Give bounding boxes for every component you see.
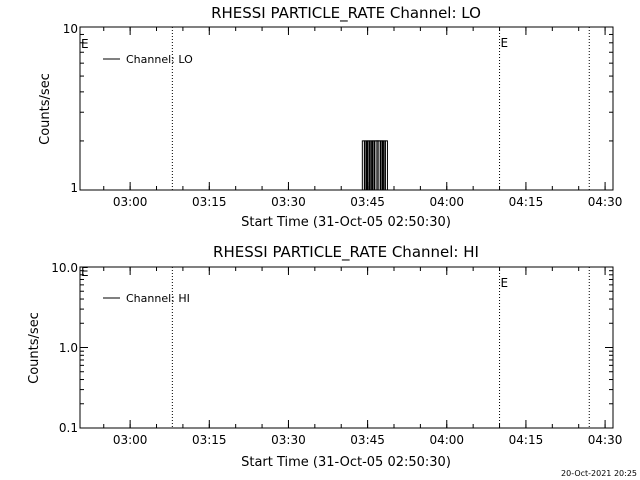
panel-lo-ytick-max: 10 (63, 22, 78, 36)
panel-lo-marks: 03:00 03:15 03:30 03:45 04:00 04:15 04:30 E (80, 26, 623, 209)
hi-xtick-label: 04:00 (429, 433, 464, 447)
lo-series-line (363, 140, 388, 191)
hi-xtick-label: 04:30 (588, 433, 623, 447)
lo-xtick-label: 03:30 (271, 195, 306, 209)
lo-xtick-label: 03:45 (350, 195, 385, 209)
panel-hi-ytick-min: 0.1 (59, 421, 78, 435)
panel-lo-ylabel: Counts/sec (38, 73, 53, 145)
panel-hi-marks: 03:00 03:15 03:30 03:45 04:00 04:15 04:30 E (80, 266, 623, 447)
panel-hi-xlabel: Start Time (31-Oct-05 02:50:30) (241, 455, 451, 470)
hi-xtick-label: 03:45 (350, 433, 385, 447)
panel-lo-title: RHESSI PARTICLE_RATE Channel: LO (211, 4, 481, 23)
lo-xtick-label: 03:00 (113, 195, 148, 209)
panel-lo-plot-frame (79, 26, 614, 191)
lo-xtick-label: 04:00 (429, 195, 464, 209)
panel-hi-ytick-max: 10.0 (51, 261, 78, 275)
panel-lo-xlabel: Start Time (31-Oct-05 02:50:30) (241, 215, 451, 230)
hi-event-marker-label: E (501, 276, 509, 290)
panel-hi-left-marker: E (81, 265, 89, 279)
hi-xtick-label: 04:15 (509, 433, 544, 447)
hi-xtick-label: 03:00 (113, 433, 148, 447)
lo-event-marker-label: E (501, 36, 509, 50)
lo-xtick-label: 04:30 (588, 195, 623, 209)
hi-xtick-label: 03:30 (271, 433, 306, 447)
panel-hi-legend-label: Channel: HI (126, 292, 190, 305)
panel-hi-ytick-mid: 1.0 (59, 341, 78, 355)
panel-lo: RHESSI PARTICLE_RATE Channel: LO Counts/… (38, 4, 622, 230)
panel-lo-left-marker: E (81, 37, 89, 51)
panel-hi-title: RHESSI PARTICLE_RATE Channel: HI (213, 243, 479, 262)
panel-hi: RHESSI PARTICLE_RATE Channel: HI Counts/… (27, 243, 622, 470)
hi-xtick-label: 03:15 (192, 433, 227, 447)
lo-xtick-label: 03:15 (192, 195, 227, 209)
panel-lo-legend-label: Channel: LO (126, 53, 193, 66)
panel-lo-ytick-min: 1 (70, 181, 78, 195)
panel-hi-ylabel: Counts/sec (27, 312, 42, 384)
lo-xtick-label: 04:15 (509, 195, 544, 209)
footer-timestamp: 20-Oct-2021 20:25 (561, 469, 637, 478)
